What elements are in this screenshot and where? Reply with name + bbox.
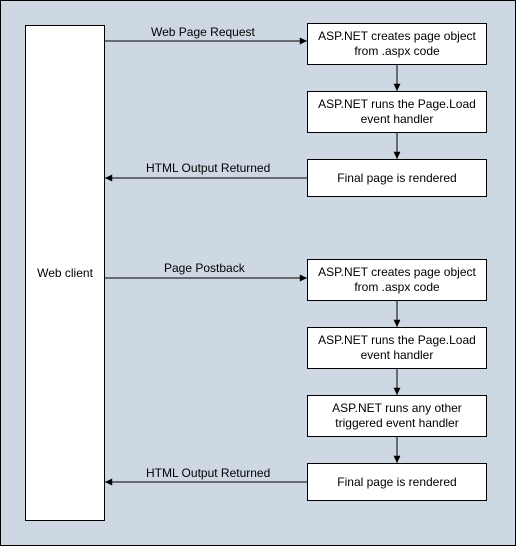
label-web-page-request: Web Page Request [151, 25, 255, 39]
node-web-client: Web client [25, 25, 105, 521]
label-html-returned-2: HTML Output Returned [146, 466, 270, 480]
node-render-1: Final page is rendered [307, 159, 487, 197]
node-page-load-1: ASP.NET runs the Page.Load event handler [307, 91, 487, 133]
node-create-page-2: ASP.NET creates page object from .aspx c… [307, 259, 487, 301]
node-render-2: Final page is rendered [307, 463, 487, 501]
node-create-page-1: ASP.NET creates page object from .aspx c… [307, 23, 487, 65]
node-other-event: ASP.NET runs any other triggered event h… [307, 395, 487, 437]
label-page-postback: Page Postback [164, 261, 245, 275]
flowchart-canvas: Web client ASP.NET creates page object f… [0, 0, 516, 546]
label-html-returned-1: HTML Output Returned [146, 161, 270, 175]
node-page-load-2: ASP.NET runs the Page.Load event handler [307, 327, 487, 369]
